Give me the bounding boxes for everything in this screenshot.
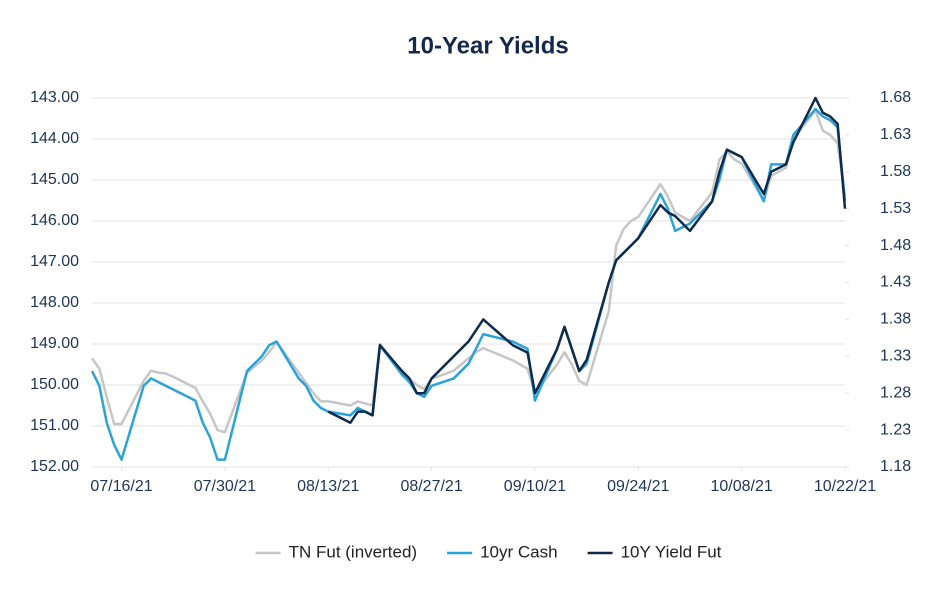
legend-label: 10Y Yield Fut <box>621 542 722 561</box>
y2-tick-label: 1.58 <box>880 163 911 180</box>
y2-tick-label: 1.43 <box>880 274 911 291</box>
legend-label: TN Fut (inverted) <box>289 542 417 561</box>
x-tick-label: 09/10/21 <box>504 478 566 495</box>
y-tick-label: 147.00 <box>30 253 79 270</box>
y-tick-label: 151.00 <box>30 417 79 434</box>
y2-tick-label: 1.23 <box>880 421 911 438</box>
y-tick-label: 146.00 <box>30 212 79 229</box>
series-line <box>90 109 847 434</box>
y-tick-label: 145.00 <box>30 171 79 188</box>
y-tick-label: 148.00 <box>30 294 79 311</box>
x-tick-label: 10/22/21 <box>814 478 876 495</box>
x-tick-label: 10/08/21 <box>711 478 773 495</box>
legend-label: 10yr Cash <box>480 542 557 561</box>
series-line <box>327 96 847 424</box>
y2-tick-label: 1.38 <box>880 311 911 328</box>
y2-tick-label: 1.68 <box>880 89 911 106</box>
y2-tick-label: 1.48 <box>880 237 911 254</box>
x-tick-label: 07/30/21 <box>194 478 256 495</box>
y-tick-label: 143.00 <box>30 89 79 106</box>
y-tick-label: 150.00 <box>30 376 79 393</box>
y2-tick-label: 1.18 <box>880 458 911 475</box>
x-tick-label: 07/16/21 <box>90 478 152 495</box>
chart-title: 10-Year Yields <box>407 32 568 59</box>
y-tick-label: 152.00 <box>30 458 79 475</box>
y-tick-label: 149.00 <box>30 335 79 352</box>
y2-tick-label: 1.63 <box>880 126 911 143</box>
x-tick-label: 08/27/21 <box>400 478 462 495</box>
x-tick-label: 08/13/21 <box>297 478 359 495</box>
x-tick-label: 09/24/21 <box>607 478 669 495</box>
y2-tick-label: 1.53 <box>880 200 911 217</box>
y2-tick-label: 1.28 <box>880 384 911 401</box>
y-tick-label: 144.00 <box>30 130 79 147</box>
y2-tick-label: 1.33 <box>880 348 911 365</box>
